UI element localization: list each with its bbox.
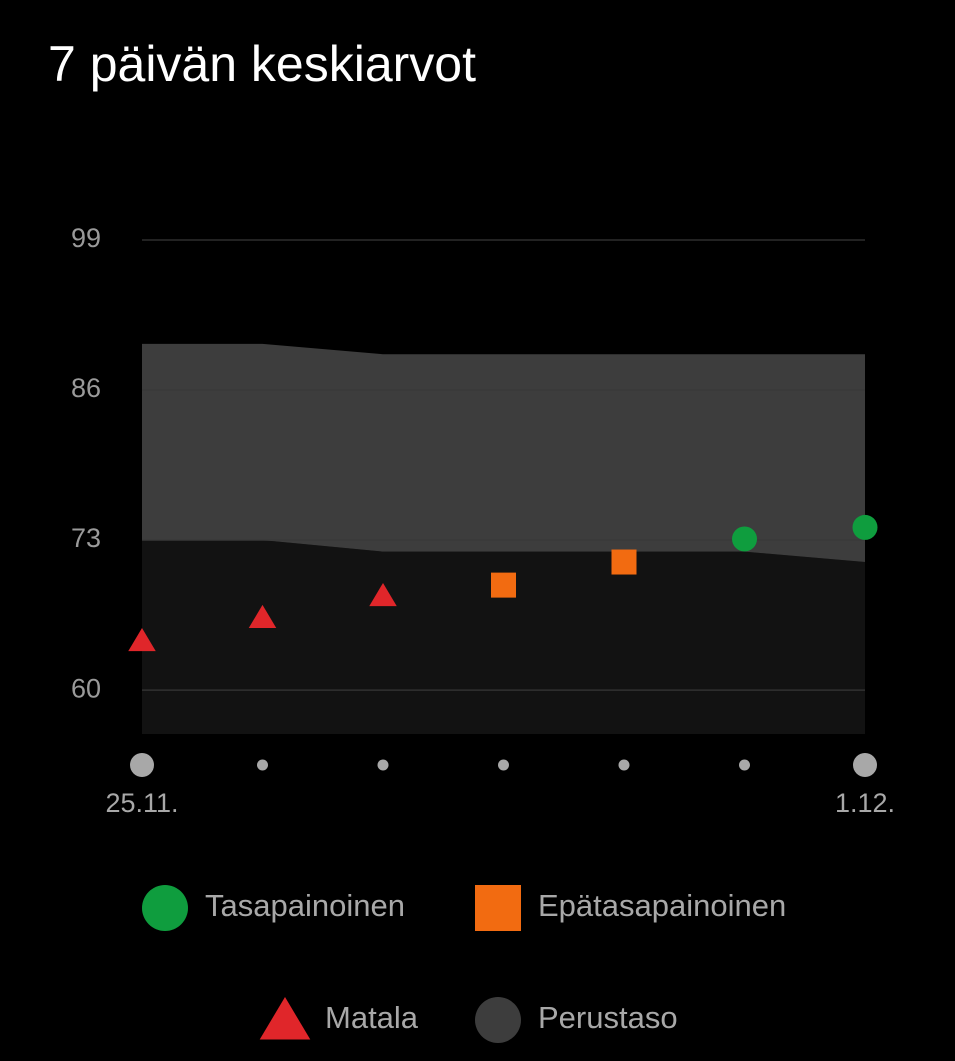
y-tick-label: 86 bbox=[71, 373, 101, 403]
chart-title: 7 päivän keskiarvot bbox=[48, 36, 476, 92]
data-point bbox=[128, 628, 156, 652]
x-tick-dot bbox=[853, 753, 877, 777]
legend-marker bbox=[259, 997, 311, 1040]
legend-marker bbox=[142, 885, 188, 931]
legend-label: Perustaso bbox=[538, 1000, 678, 1035]
legend-marker bbox=[475, 997, 521, 1043]
legend-marker bbox=[475, 885, 521, 931]
legend-label: Matala bbox=[325, 1000, 419, 1035]
y-tick-label: 73 bbox=[71, 523, 101, 553]
x-tick-dot bbox=[130, 753, 154, 777]
y-tick-label: 99 bbox=[71, 223, 101, 253]
data-point bbox=[732, 526, 757, 552]
baseline-band bbox=[142, 343, 865, 563]
data-point bbox=[369, 582, 397, 607]
x-tick-dot bbox=[257, 759, 268, 771]
data-point bbox=[248, 604, 277, 629]
x-tick-dot bbox=[618, 759, 630, 771]
y-tick-label: 60 bbox=[71, 673, 101, 703]
x-tick-dot bbox=[739, 759, 750, 771]
data-point bbox=[852, 514, 878, 540]
x-tick-label: 1.12. bbox=[835, 788, 895, 818]
x-tick-dot bbox=[377, 759, 389, 771]
below-baseline-area bbox=[142, 540, 865, 734]
legend-label: Tasapainoinen bbox=[205, 888, 405, 923]
legend-label: Epätasapainoinen bbox=[538, 888, 786, 923]
data-point bbox=[611, 549, 637, 575]
x-tick-label: 25.11. bbox=[105, 788, 178, 818]
x-tick-dot bbox=[498, 759, 509, 771]
data-point bbox=[491, 572, 516, 598]
